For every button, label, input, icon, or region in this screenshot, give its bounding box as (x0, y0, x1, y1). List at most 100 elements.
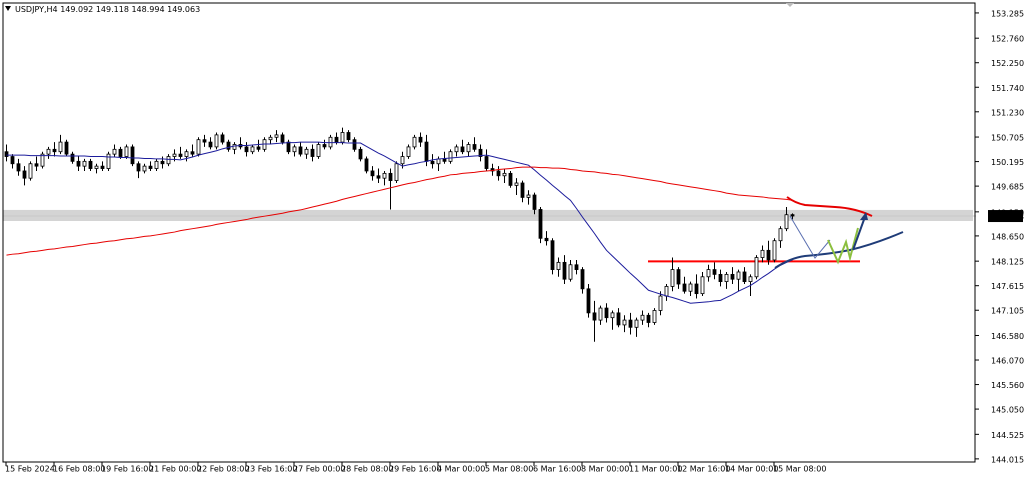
zone (3, 209, 973, 221)
x-tick-label: 28 Feb 08:00 (341, 465, 393, 474)
candle-body (742, 271, 747, 283)
y-tick-label: 147.615 (991, 282, 1024, 291)
x-tick-label: 21 Feb 00:00 (149, 465, 201, 474)
candle-body (340, 132, 345, 143)
y-tick-label: 150.195 (991, 158, 1024, 167)
candle-body (520, 182, 525, 198)
candle-body (64, 141, 69, 155)
candle-body (754, 257, 759, 278)
chart-title: USDJPY,H4 149.092 149.118 148.994 149.06… (15, 5, 200, 14)
candle-body (658, 295, 663, 311)
candle-body (400, 156, 405, 165)
y-tick-label: 146.580 (991, 332, 1024, 341)
candle-body (316, 144, 321, 157)
candle-body (766, 249, 771, 261)
candle-body (772, 240, 777, 261)
candle-body (124, 146, 129, 157)
candle-body (748, 276, 753, 283)
candle-body (298, 146, 303, 155)
x-tick-label: 23 Feb 16:00 (245, 465, 297, 474)
candle-body (694, 283, 699, 295)
candle-body (502, 172, 507, 177)
y-tick-label: 153.285 (991, 9, 1024, 18)
candle-body (10, 156, 15, 165)
candle-body (760, 249, 765, 258)
candle-body (154, 160, 159, 169)
candle-body (784, 214, 789, 230)
candle-body (304, 148, 309, 155)
candle-body (556, 261, 561, 270)
candle-body (496, 170, 501, 177)
y-tick-label: 145.560 (991, 381, 1024, 390)
open: 149.092 (60, 5, 93, 14)
y-tick-label: 147.105 (991, 307, 1024, 316)
candle-body (34, 163, 39, 167)
x-tick-label: 14 Mar 00:00 (725, 465, 778, 474)
y-tick-label: 148.125 (991, 258, 1024, 267)
candle-body (22, 170, 27, 179)
y-tick-label: 151.230 (991, 108, 1024, 117)
x-tick-label: 19 Feb 16:00 (101, 465, 153, 474)
candle-body (790, 214, 795, 217)
candle-body (94, 165, 99, 169)
x-tick-label: 16 Feb 08:00 (53, 465, 105, 474)
candle-body (256, 146, 261, 150)
candle-body (394, 163, 399, 181)
candle-body (52, 148, 57, 153)
symbol: USDJPY,H4 (15, 5, 58, 14)
candle-body (136, 163, 141, 172)
candle-body (250, 146, 255, 153)
candle-body (664, 286, 669, 297)
x-tick-label: 29 Feb 16:00 (389, 465, 441, 474)
candle-body (382, 172, 387, 179)
candle-body (370, 170, 375, 177)
candle-body (406, 146, 411, 157)
candle-body (46, 148, 51, 155)
candle-body (244, 146, 249, 153)
shift-marker[interactable] (786, 3, 794, 7)
candle-body (628, 319, 633, 328)
candle-body (532, 194, 537, 210)
candle-body (88, 160, 93, 169)
y-tick-label: 146.070 (991, 357, 1024, 366)
candle-body (148, 165, 153, 169)
y-tick-label: 148.650 (991, 232, 1024, 241)
candle-body (226, 141, 231, 150)
candle-body (670, 269, 675, 287)
candle-body (202, 139, 207, 143)
candle-body (16, 163, 21, 172)
candle-body (388, 172, 393, 181)
candle-body (652, 310, 657, 323)
candle-body (28, 163, 33, 179)
candle-body (478, 148, 483, 157)
y-tick-label: 149.685 (991, 183, 1024, 192)
candle-body (178, 153, 183, 157)
candle-body (196, 139, 201, 155)
candle-body (736, 271, 741, 280)
axis-bg (976, 0, 1025, 478)
candle-body (412, 136, 417, 148)
x-tick-label: 5 Mar 08:00 (485, 465, 533, 474)
x-tick-label: 27 Feb 00:00 (293, 465, 345, 474)
menu-triangle[interactable] (5, 6, 11, 11)
candle-body (334, 136, 339, 143)
candle-body (280, 134, 285, 143)
candle-body (4, 151, 9, 157)
candle-body (208, 141, 213, 148)
candle-body (604, 307, 609, 319)
candle-body (166, 156, 171, 165)
y-tick-label: 152.760 (991, 35, 1024, 44)
candle-body (184, 151, 189, 157)
candle-body (292, 146, 297, 153)
candle-body (100, 165, 105, 169)
candle-body (712, 269, 717, 275)
candle-body (442, 158, 447, 162)
forecast-path (789, 215, 831, 259)
candle-body (106, 153, 111, 169)
candle-body (376, 175, 381, 179)
candle-body (286, 141, 291, 153)
candle-body (688, 283, 693, 292)
candle-body (568, 264, 573, 280)
y-tick-label: 152.250 (991, 59, 1024, 68)
